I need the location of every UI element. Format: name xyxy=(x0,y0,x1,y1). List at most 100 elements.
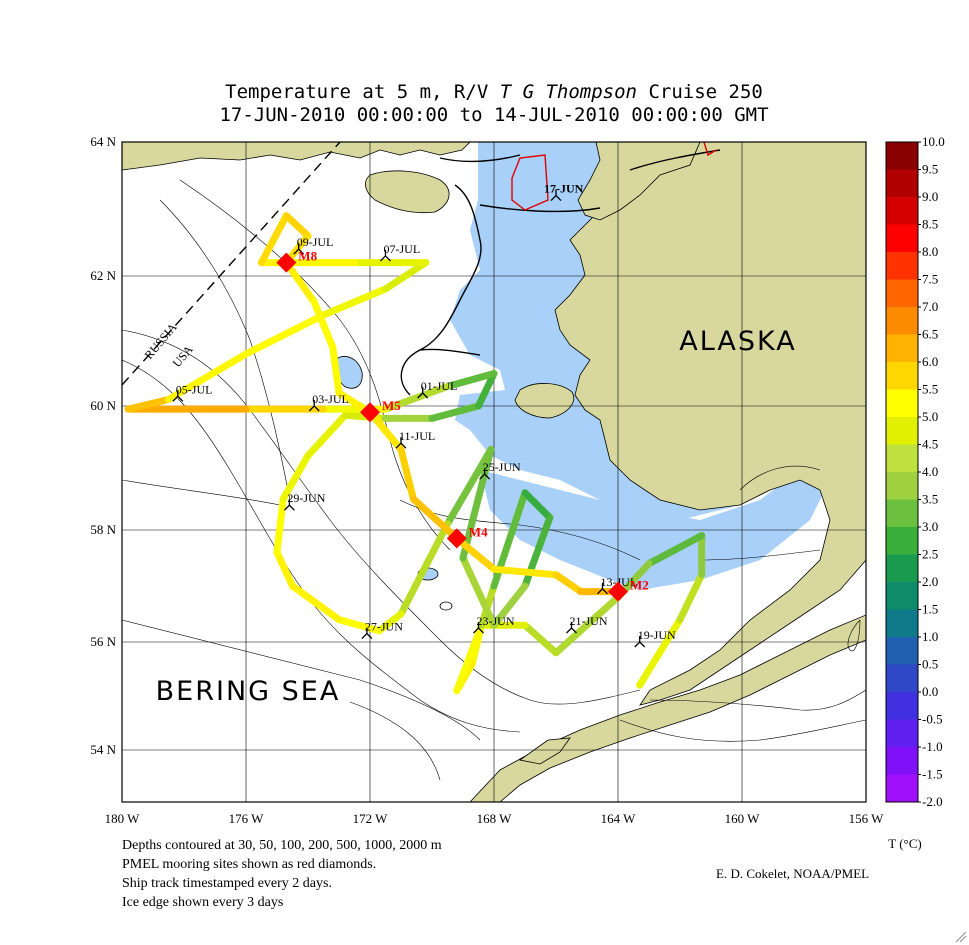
lon-label: 160 W xyxy=(725,811,761,826)
track-segment xyxy=(490,565,560,579)
colorbar-swatch xyxy=(886,747,918,775)
timestamp-label: 05-JUL xyxy=(176,382,213,396)
ice-edge-lines xyxy=(400,149,721,396)
colorbar-swatch xyxy=(886,637,918,665)
timestamp-label: 03-JUL xyxy=(312,392,349,406)
lat-label: 62 N xyxy=(90,268,116,283)
colorbar-swatch xyxy=(886,252,918,280)
timestamp-tick-icon xyxy=(566,622,577,634)
track-timestamp: 09-JUL xyxy=(293,235,333,255)
note-ice-edge: Ice edge shown every 3 days xyxy=(122,895,284,910)
colorbar-label: 4.5 xyxy=(922,437,938,452)
track-segment xyxy=(382,259,430,293)
colorbar-swatch xyxy=(886,499,918,527)
ice-edge-warm xyxy=(511,154,549,211)
mooring-sites: M8 M5 M4 M2 xyxy=(276,249,649,602)
colorbar-label: 2.0 xyxy=(922,574,938,589)
colorbar-swatch xyxy=(886,362,918,390)
mooring-label: M4 xyxy=(469,524,488,539)
colorbar-swatch xyxy=(886,774,918,802)
st-george-island xyxy=(439,601,453,611)
timestamp-tick-icon xyxy=(308,400,320,412)
track-segment xyxy=(490,582,529,629)
timestamp-label: 27-JUN xyxy=(365,620,403,634)
lat-label: 56 N xyxy=(90,634,116,649)
lat-label: 58 N xyxy=(90,522,116,537)
track-segment xyxy=(366,408,405,453)
colorbar-label: -0.5 xyxy=(922,712,943,727)
colorbar-unit: T (°C) xyxy=(888,836,921,851)
figure-notes: Depths contoured at 30, 50, 100, 200, 50… xyxy=(122,836,442,912)
timestamp-label: 21-JUN xyxy=(570,614,608,628)
track-segment xyxy=(289,582,343,624)
mooring-label: M5 xyxy=(382,398,401,413)
track-timestamps: 17-JUN 19-JUN 21-JUN 23-JUN 25-JUN 27-JUN 29-J… xyxy=(172,182,676,648)
title-line-1: Temperature at 5 m, R/V T G Thompson Cru… xyxy=(225,81,763,103)
st-lawrence-island xyxy=(365,170,450,214)
resize-grip-icon[interactable] xyxy=(955,931,967,943)
colorbar-label: 0.5 xyxy=(922,657,938,672)
colorbar-label: 10.0 xyxy=(922,134,945,149)
track-segment xyxy=(645,532,706,568)
timestamp-tick-icon xyxy=(380,249,391,262)
ice-edge-warm-2 xyxy=(703,142,717,157)
colorbar-swatch xyxy=(886,664,918,692)
graticule xyxy=(122,142,866,802)
track-segment xyxy=(453,534,498,573)
label-alaska: ALASKA xyxy=(679,326,796,357)
timestamp-tick-icon xyxy=(172,390,184,402)
timestamp-label: 07-JUL xyxy=(384,242,421,256)
track-segment xyxy=(375,610,405,635)
colorbar-label: 6.0 xyxy=(922,354,938,369)
colorbar-swatch xyxy=(886,582,918,610)
timestamp-label: 11-JUL xyxy=(399,429,435,443)
timestamp-tick-icon xyxy=(293,243,305,255)
colorbar-label: -1.5 xyxy=(922,767,943,782)
colorbar-swatch xyxy=(886,142,918,170)
mooring-diamond-icon xyxy=(608,581,628,602)
track-segment xyxy=(282,212,312,240)
track-timestamp: 25-JUN xyxy=(479,460,521,480)
colorbar-swatch xyxy=(886,197,918,225)
track-segment xyxy=(521,621,560,657)
alaska-peninsula xyxy=(469,614,866,802)
plot-frame xyxy=(121,141,867,803)
track-segment xyxy=(273,548,296,590)
colorbar-label: 6.5 xyxy=(922,327,938,342)
timestamp-tick-icon xyxy=(417,387,429,399)
colorbar-swatch xyxy=(886,527,918,555)
timestamp-label: 23-JUN xyxy=(477,614,515,628)
colorbar-label: 3.5 xyxy=(922,492,938,507)
timestamp-tick-icon xyxy=(283,499,295,511)
colorbar-swatch xyxy=(886,417,918,445)
track-segment xyxy=(242,311,327,358)
colorbar-label: 1.0 xyxy=(922,629,938,644)
colorbar-label: 9.0 xyxy=(922,189,938,204)
mooring-diamond-icon xyxy=(360,402,380,423)
lon-label: 156 W xyxy=(849,811,885,826)
figure-credit: E. D. Cokelet, NOAA/PMEL xyxy=(716,866,870,881)
chukotka-land xyxy=(122,142,471,171)
colorbar-swatch xyxy=(886,472,918,500)
track-segment xyxy=(459,445,495,562)
colorbar-label: 8.5 xyxy=(922,217,938,232)
alaska-land xyxy=(554,142,866,706)
track-segment xyxy=(459,554,498,629)
colorbar-label: 9.5 xyxy=(922,162,938,177)
timestamp-tick-icon xyxy=(473,622,484,634)
track-timestamp: 13-JUL xyxy=(597,575,637,595)
lon-label: 164 W xyxy=(601,811,637,826)
track-segment xyxy=(382,383,451,413)
track-segment xyxy=(444,445,495,528)
colorbar-label: 8.0 xyxy=(922,244,938,259)
colorbar-swatch xyxy=(886,444,918,472)
latitude-labels: 64 N 62 N 60 N 58 N 56 N 54 N xyxy=(90,134,116,757)
timestamp-label: 29-JUN xyxy=(287,491,325,505)
track-segment xyxy=(124,396,172,413)
colorbar-swatch xyxy=(886,169,918,197)
mooring-diamond-icon xyxy=(446,528,467,549)
timestamp-label: 17-JUN xyxy=(544,182,584,196)
colorbar-label: -2.0 xyxy=(922,794,943,809)
unimak-island xyxy=(519,737,571,765)
